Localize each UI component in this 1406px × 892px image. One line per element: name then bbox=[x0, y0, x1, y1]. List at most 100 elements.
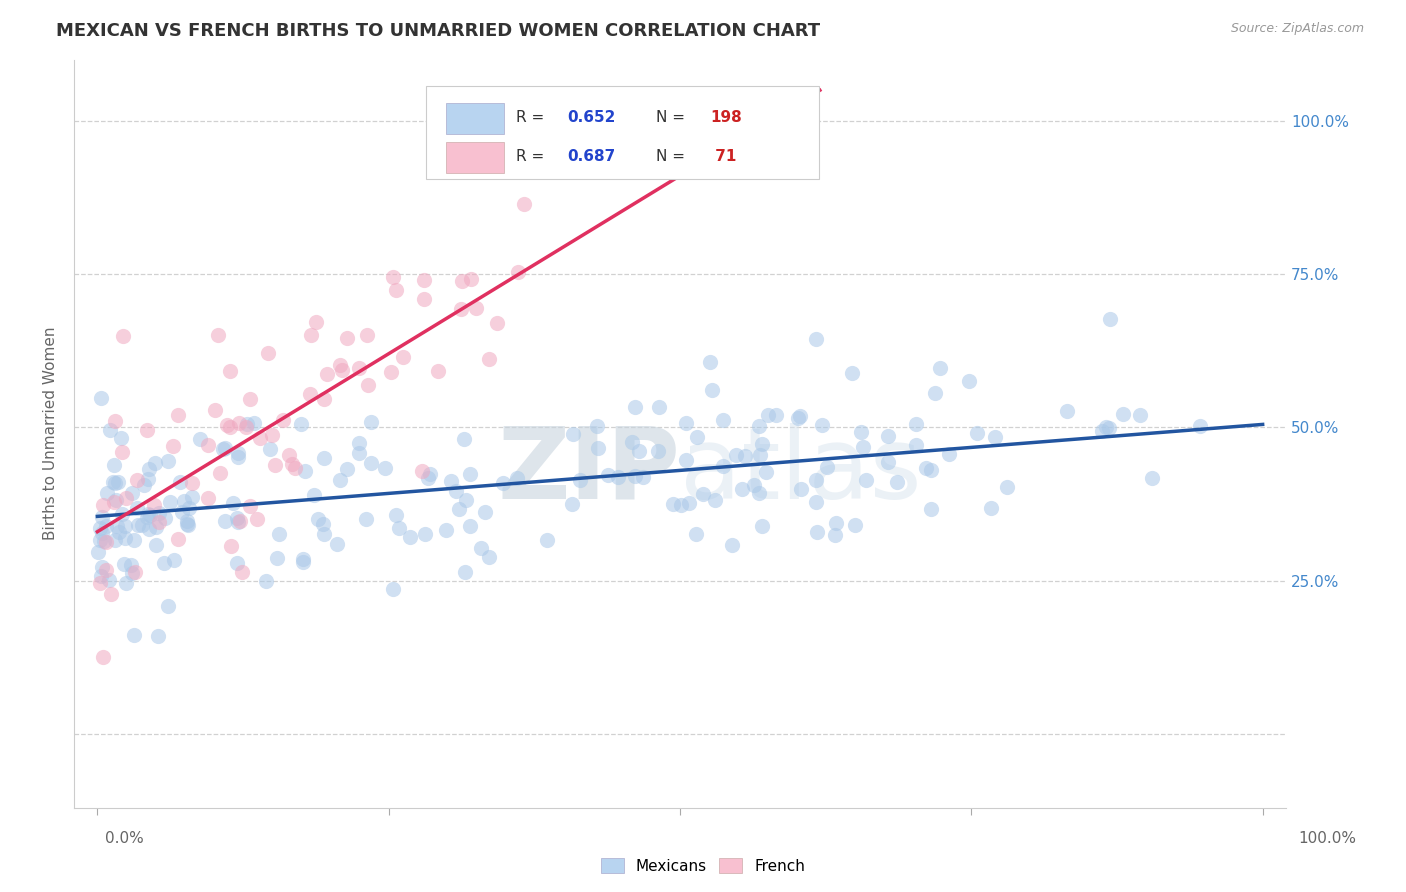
Mexicans bbox=[103, 458, 125, 472]
Mexicans bbox=[1056, 404, 1078, 418]
Mexicans bbox=[90, 560, 112, 574]
Mexicans bbox=[439, 474, 461, 488]
Mexicans bbox=[624, 401, 647, 415]
Text: N =: N = bbox=[655, 149, 690, 164]
French bbox=[219, 420, 242, 434]
Mexicans bbox=[225, 556, 247, 570]
Mexicans bbox=[120, 558, 142, 572]
Mexicans bbox=[104, 492, 127, 507]
Mexicans bbox=[374, 461, 396, 475]
French bbox=[330, 363, 353, 377]
Mexicans bbox=[143, 456, 166, 470]
Mexicans bbox=[136, 472, 159, 486]
French bbox=[271, 413, 294, 427]
Mexicans bbox=[724, 448, 747, 462]
Mexicans bbox=[307, 512, 329, 526]
Mexicans bbox=[825, 516, 848, 530]
Mexicans bbox=[731, 482, 754, 496]
Mexicans bbox=[1097, 421, 1119, 435]
Mexicans bbox=[1140, 471, 1163, 485]
FancyBboxPatch shape bbox=[426, 86, 820, 179]
French bbox=[166, 532, 188, 546]
Mexicans bbox=[1091, 425, 1114, 439]
Mexicans bbox=[98, 423, 121, 437]
French bbox=[208, 467, 231, 481]
Mexicans bbox=[704, 493, 727, 508]
Mexicans bbox=[122, 628, 145, 642]
Mexicans bbox=[145, 520, 167, 534]
Mexicans bbox=[225, 510, 247, 524]
Mexicans bbox=[169, 475, 191, 489]
Mexicans bbox=[765, 409, 787, 423]
French bbox=[91, 499, 114, 513]
Text: MEXICAN VS FRENCH BIRTHS TO UNMARRIED WOMEN CORRELATION CHART: MEXICAN VS FRENCH BIRTHS TO UNMARRIED WO… bbox=[56, 22, 820, 40]
Text: 0.0%: 0.0% bbox=[105, 831, 145, 846]
Mexicans bbox=[662, 497, 685, 511]
Mexicans bbox=[399, 530, 422, 544]
Mexicans bbox=[749, 448, 772, 462]
French bbox=[281, 457, 304, 471]
Mexicans bbox=[876, 428, 898, 442]
Mexicans bbox=[607, 470, 630, 484]
Mexicans bbox=[121, 566, 143, 580]
French bbox=[513, 197, 536, 211]
Mexicans bbox=[94, 519, 117, 533]
Mexicans bbox=[434, 523, 457, 537]
French bbox=[301, 328, 323, 343]
Mexicans bbox=[107, 475, 129, 489]
French bbox=[219, 539, 242, 553]
Text: 198: 198 bbox=[710, 111, 742, 126]
Mexicans bbox=[181, 490, 204, 504]
French bbox=[104, 414, 127, 428]
Mexicans bbox=[214, 514, 236, 528]
Mexicans bbox=[103, 533, 125, 548]
Mexicans bbox=[598, 467, 620, 482]
Mexicans bbox=[905, 417, 928, 431]
Mexicans bbox=[811, 417, 834, 432]
French bbox=[450, 274, 472, 288]
French bbox=[143, 498, 166, 512]
Mexicans bbox=[173, 494, 195, 508]
French bbox=[239, 499, 262, 513]
Mexicans bbox=[122, 533, 145, 547]
Mexicans bbox=[292, 555, 315, 569]
Mexicans bbox=[751, 519, 773, 533]
Mexicans bbox=[290, 417, 312, 431]
French bbox=[246, 512, 269, 526]
Mexicans bbox=[748, 486, 770, 500]
French bbox=[231, 565, 253, 579]
Mexicans bbox=[177, 518, 200, 533]
Mexicans bbox=[620, 435, 643, 450]
Mexicans bbox=[966, 425, 988, 440]
Mexicans bbox=[699, 355, 721, 369]
Mexicans bbox=[983, 429, 1005, 443]
Mexicans bbox=[131, 518, 153, 533]
Mexicans bbox=[713, 459, 735, 474]
FancyBboxPatch shape bbox=[446, 103, 505, 135]
French bbox=[135, 423, 157, 437]
Mexicans bbox=[806, 473, 828, 487]
Mexicans bbox=[1188, 418, 1211, 433]
Mexicans bbox=[920, 502, 942, 516]
Mexicans bbox=[114, 531, 136, 545]
French bbox=[197, 438, 219, 452]
Mexicans bbox=[176, 514, 198, 528]
Mexicans bbox=[478, 550, 501, 565]
Mexicans bbox=[179, 500, 201, 515]
Mexicans bbox=[790, 482, 813, 496]
Mexicans bbox=[562, 427, 585, 442]
French bbox=[506, 265, 529, 279]
French bbox=[382, 269, 405, 284]
Mexicans bbox=[536, 533, 558, 547]
Mexicans bbox=[460, 467, 482, 482]
French bbox=[413, 273, 436, 287]
Mexicans bbox=[751, 437, 773, 451]
French bbox=[298, 386, 321, 401]
Mexicans bbox=[176, 516, 198, 531]
Y-axis label: Births to Unmarried Women: Births to Unmarried Women bbox=[44, 326, 58, 541]
French bbox=[260, 428, 283, 442]
Mexicans bbox=[266, 551, 288, 566]
Mexicans bbox=[804, 495, 827, 509]
French bbox=[356, 328, 378, 343]
Mexicans bbox=[995, 480, 1018, 494]
